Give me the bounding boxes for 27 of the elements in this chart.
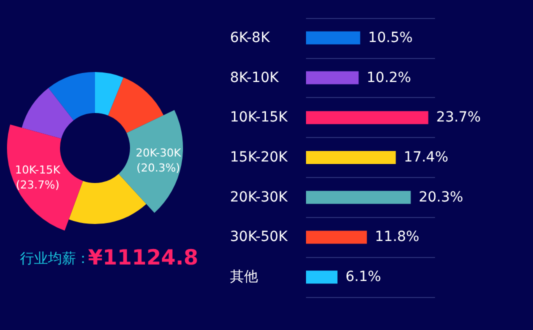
slice-label: 20K-30K	[136, 146, 182, 160]
y-tick-label: 其他	[230, 269, 258, 286]
bar	[306, 151, 396, 164]
y-tick-label: 10K-15K	[230, 110, 288, 126]
slice-label: 10K-15K	[14, 163, 62, 176]
data-label: 23.7%	[436, 110, 481, 126]
y-tick-label: 6K-8K	[230, 30, 271, 46]
data-label: 11.8%	[374, 229, 420, 246]
data-label: 6.1%	[345, 269, 382, 286]
y-tick-label: 8K-10K	[230, 70, 280, 86]
text: 行业均薪：	[20, 251, 90, 267]
data-label: 17.4%	[404, 150, 448, 166]
data-label: 10.5%	[368, 30, 413, 46]
data-label: (23.7%)	[16, 178, 60, 192]
y-tick-label: 30K-50K	[230, 229, 288, 246]
data-label: 20.3%	[418, 189, 464, 206]
data-label: (20.3%)	[136, 161, 180, 174]
bar	[306, 31, 360, 44]
data-label: 10.2%	[366, 70, 412, 86]
bar	[306, 71, 359, 84]
bar	[306, 230, 367, 244]
y-tick-label: 15K-20K	[230, 150, 288, 166]
bar	[306, 190, 411, 204]
bar	[306, 111, 428, 124]
text: ¥11124.8	[88, 246, 198, 270]
y-tick-label: 20K-30K	[230, 189, 288, 206]
bar	[306, 270, 338, 284]
